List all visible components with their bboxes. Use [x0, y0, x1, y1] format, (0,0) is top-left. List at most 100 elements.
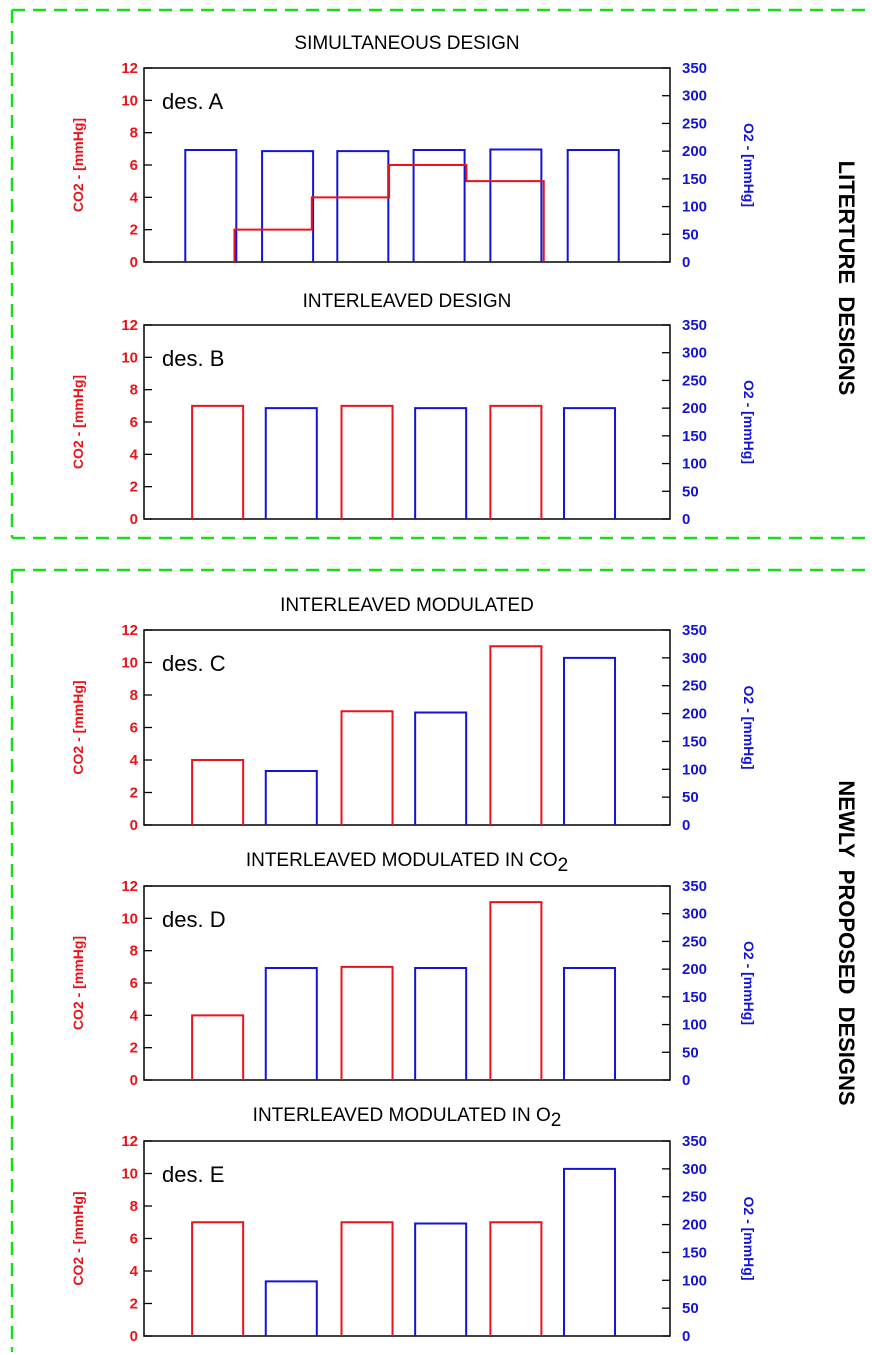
co2-bar	[191, 404, 245, 519]
co2-step-line	[233, 164, 545, 262]
right-tick-label: 0	[682, 1328, 690, 1345]
co2-bar	[489, 1221, 543, 1336]
y-axis-label-left: CO2 - [mmHg]	[70, 936, 86, 1030]
panel-3: INTERLEAVED MODULATED 0 2 4 6 8 10 12 0 50 100 150 2…	[70, 595, 757, 834]
o2-bar	[414, 711, 468, 825]
panel-title: INTERLEAVED DESIGN	[303, 291, 512, 312]
right-tick-label: 200	[682, 1217, 707, 1234]
left-tick-label: 6	[130, 975, 138, 992]
right-tick-label: 250	[682, 678, 707, 695]
panel-1: SIMULTANEOUS DESIGN 0 2 4 6 8 10 12 0 50 100 150 200…	[70, 33, 757, 271]
frame-newly-proposed	[10, 568, 868, 1352]
co2-bar	[340, 965, 394, 1080]
right-tick-label: 50	[682, 789, 699, 806]
right-tick-label: 100	[682, 761, 707, 778]
left-tick-label: 12	[121, 1133, 138, 1150]
right-tick-label: 150	[682, 733, 707, 750]
o2-bar	[489, 148, 543, 262]
y-axis-label-left: CO2 - [mmHg]	[70, 375, 86, 469]
left-tick-label: 10	[121, 349, 138, 366]
left-tick-label: 8	[130, 382, 138, 399]
left-tick-label: 4	[130, 752, 139, 769]
right-tick-label: 200	[682, 961, 707, 978]
right-tick-label: 350	[682, 1133, 707, 1150]
right-tick-label: 300	[682, 88, 707, 105]
panels: SIMULTANEOUS DESIGN024681012050100150200…	[70, 33, 757, 1345]
right-tick-label: 200	[682, 400, 707, 417]
right-tick-label: 100	[682, 456, 707, 473]
y-axis-label-right: O2 - [mmHg]	[741, 380, 757, 464]
right-tick-label: 300	[682, 906, 707, 923]
left-tick-label: 6	[130, 1231, 138, 1248]
left-tick-label: 8	[130, 943, 138, 960]
right-tick-label: 50	[682, 1300, 699, 1317]
o2-bar	[563, 407, 617, 519]
right-tick-label: 300	[682, 650, 707, 667]
o2-bar	[563, 967, 617, 1080]
right-tick-label: 100	[682, 1017, 707, 1034]
co2-bar	[191, 759, 245, 825]
left-tick-label: 0	[130, 1328, 138, 1345]
o2-bar	[563, 656, 617, 825]
co2-bar	[489, 901, 543, 1080]
right-tick-label: 150	[682, 428, 707, 445]
co2-bar	[489, 645, 543, 825]
design-annotation: des. A	[162, 89, 223, 114]
left-tick-label: 10	[121, 1166, 138, 1183]
panel-title: INTERLEAVED MODULATED	[280, 595, 534, 616]
right-tick-label: 0	[682, 511, 690, 528]
right-tick-label: 350	[682, 60, 707, 77]
left-tick-label: 2	[130, 479, 138, 496]
o2-bar	[414, 1222, 468, 1336]
group-frames	[10, 8, 868, 1352]
co2-bar	[191, 1014, 245, 1080]
left-tick-label: 10	[121, 655, 138, 672]
right-tick-label: 0	[682, 1072, 690, 1089]
left-tick-label: 6	[130, 414, 138, 431]
right-tick-label: 300	[682, 345, 707, 362]
right-tick-label: 100	[682, 199, 707, 216]
panel-2: INTERLEAVED DESIGN 0 2 4 6 8 10 12 0 50 100 150 200 2…	[70, 291, 757, 528]
right-tick-label: 50	[682, 226, 699, 243]
panel-title: INTERLEAVED MODULATED IN CO2	[246, 850, 568, 876]
co2-bar	[340, 710, 394, 825]
o2-bar	[184, 149, 238, 262]
design-annotation: des. B	[162, 346, 224, 371]
left-tick-label: 12	[121, 60, 138, 77]
left-tick-label: 12	[121, 622, 138, 639]
right-tick-label: 250	[682, 372, 707, 389]
design-annotation: des. C	[162, 651, 226, 676]
design-annotation: des. E	[162, 1162, 224, 1187]
group-label-newly-proposed: NEWLY PROPOSED DESIGNS	[834, 780, 859, 1105]
side-labels: LITERTURE DESIGNS NEWLY PROPOSED DESIGNS	[834, 161, 859, 1106]
panel-title: SIMULTANEOUS DESIGN	[294, 33, 519, 54]
left-tick-label: 0	[130, 817, 138, 834]
right-tick-label: 0	[682, 254, 690, 271]
left-tick-label: 4	[130, 189, 139, 206]
group-label-literature: LITERTURE DESIGNS	[834, 161, 859, 396]
right-tick-label: 200	[682, 143, 707, 160]
left-tick-label: 4	[130, 1007, 139, 1024]
left-tick-label: 8	[130, 125, 138, 142]
left-tick-label: 0	[130, 1072, 138, 1089]
y-axis-label-left: CO2 - [mmHg]	[70, 680, 86, 774]
left-tick-label: 6	[130, 157, 138, 174]
o2-bar	[412, 149, 466, 262]
right-tick-label: 350	[682, 622, 707, 639]
o2-bar	[414, 407, 468, 519]
o2-bar	[563, 1167, 617, 1336]
y-axis-label-right: O2 - [mmHg]	[741, 123, 757, 207]
y-axis-label-left: CO2 - [mmHg]	[70, 1191, 86, 1285]
right-tick-label: 100	[682, 1272, 707, 1289]
design-annotation: des. D	[162, 907, 226, 932]
o2-bar	[264, 1280, 318, 1336]
right-tick-label: 150	[682, 989, 707, 1006]
left-tick-label: 4	[130, 446, 139, 463]
left-tick-label: 6	[130, 720, 138, 737]
y-axis-label-left: CO2 - [mmHg]	[70, 118, 86, 212]
right-tick-label: 350	[682, 878, 707, 895]
o2-bar	[414, 967, 468, 1080]
left-tick-label: 10	[121, 92, 138, 109]
left-tick-label: 2	[130, 785, 138, 802]
